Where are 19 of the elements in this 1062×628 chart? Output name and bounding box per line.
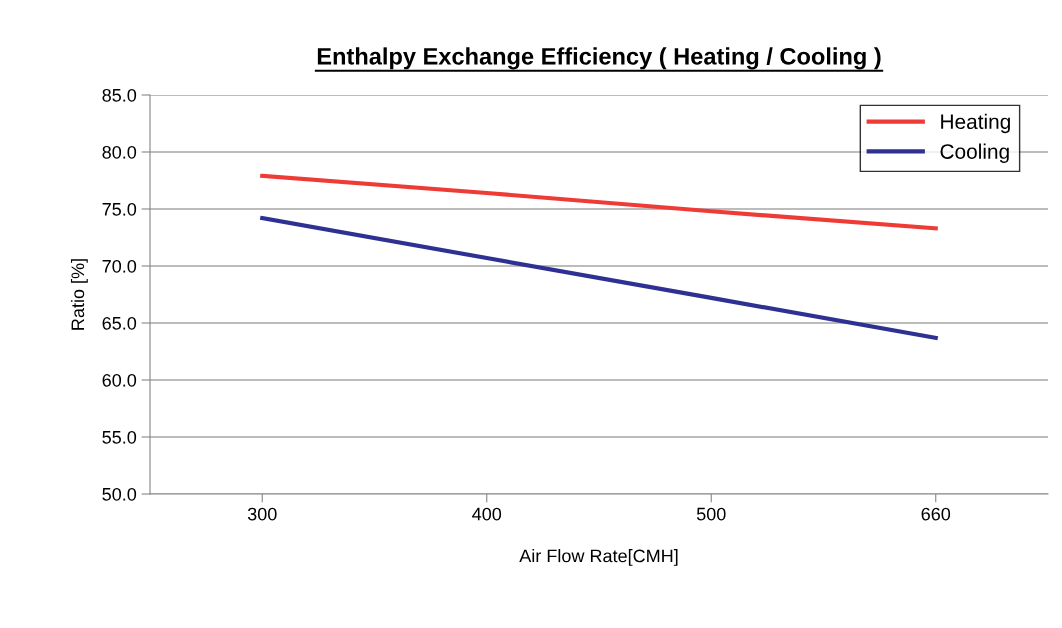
y-tick-label: 50.0 [102, 487, 137, 501]
y-tick-label: 70.0 [102, 259, 137, 273]
y-axis-title: Ratio [%] [70, 259, 88, 330]
chart-title: Enthalpy Exchange Efficiency ( Heating / Cooling ) [317, 47, 881, 70]
legend-label: Cooling [940, 143, 1009, 164]
legend-label: Heating [941, 113, 1010, 134]
y-tick-label: 65.0 [102, 316, 137, 330]
x-tick-label: 400 [472, 507, 502, 521]
x-tick-label: 300 [247, 507, 277, 521]
line-series [260, 173, 938, 231]
line-series [260, 216, 938, 340]
x-axis-title: Air Flow Rate[CMH] [519, 549, 678, 566]
x-tick-label: 500 [696, 507, 726, 521]
y-tick-label: 55.0 [102, 430, 137, 444]
y-tick-label: 85.0 [102, 88, 137, 102]
y-tick-label: 75.0 [102, 202, 137, 216]
x-tick-label: 660 [921, 507, 951, 521]
y-tick-label: 60.0 [102, 373, 137, 387]
y-tick-label: 80.0 [102, 145, 137, 159]
